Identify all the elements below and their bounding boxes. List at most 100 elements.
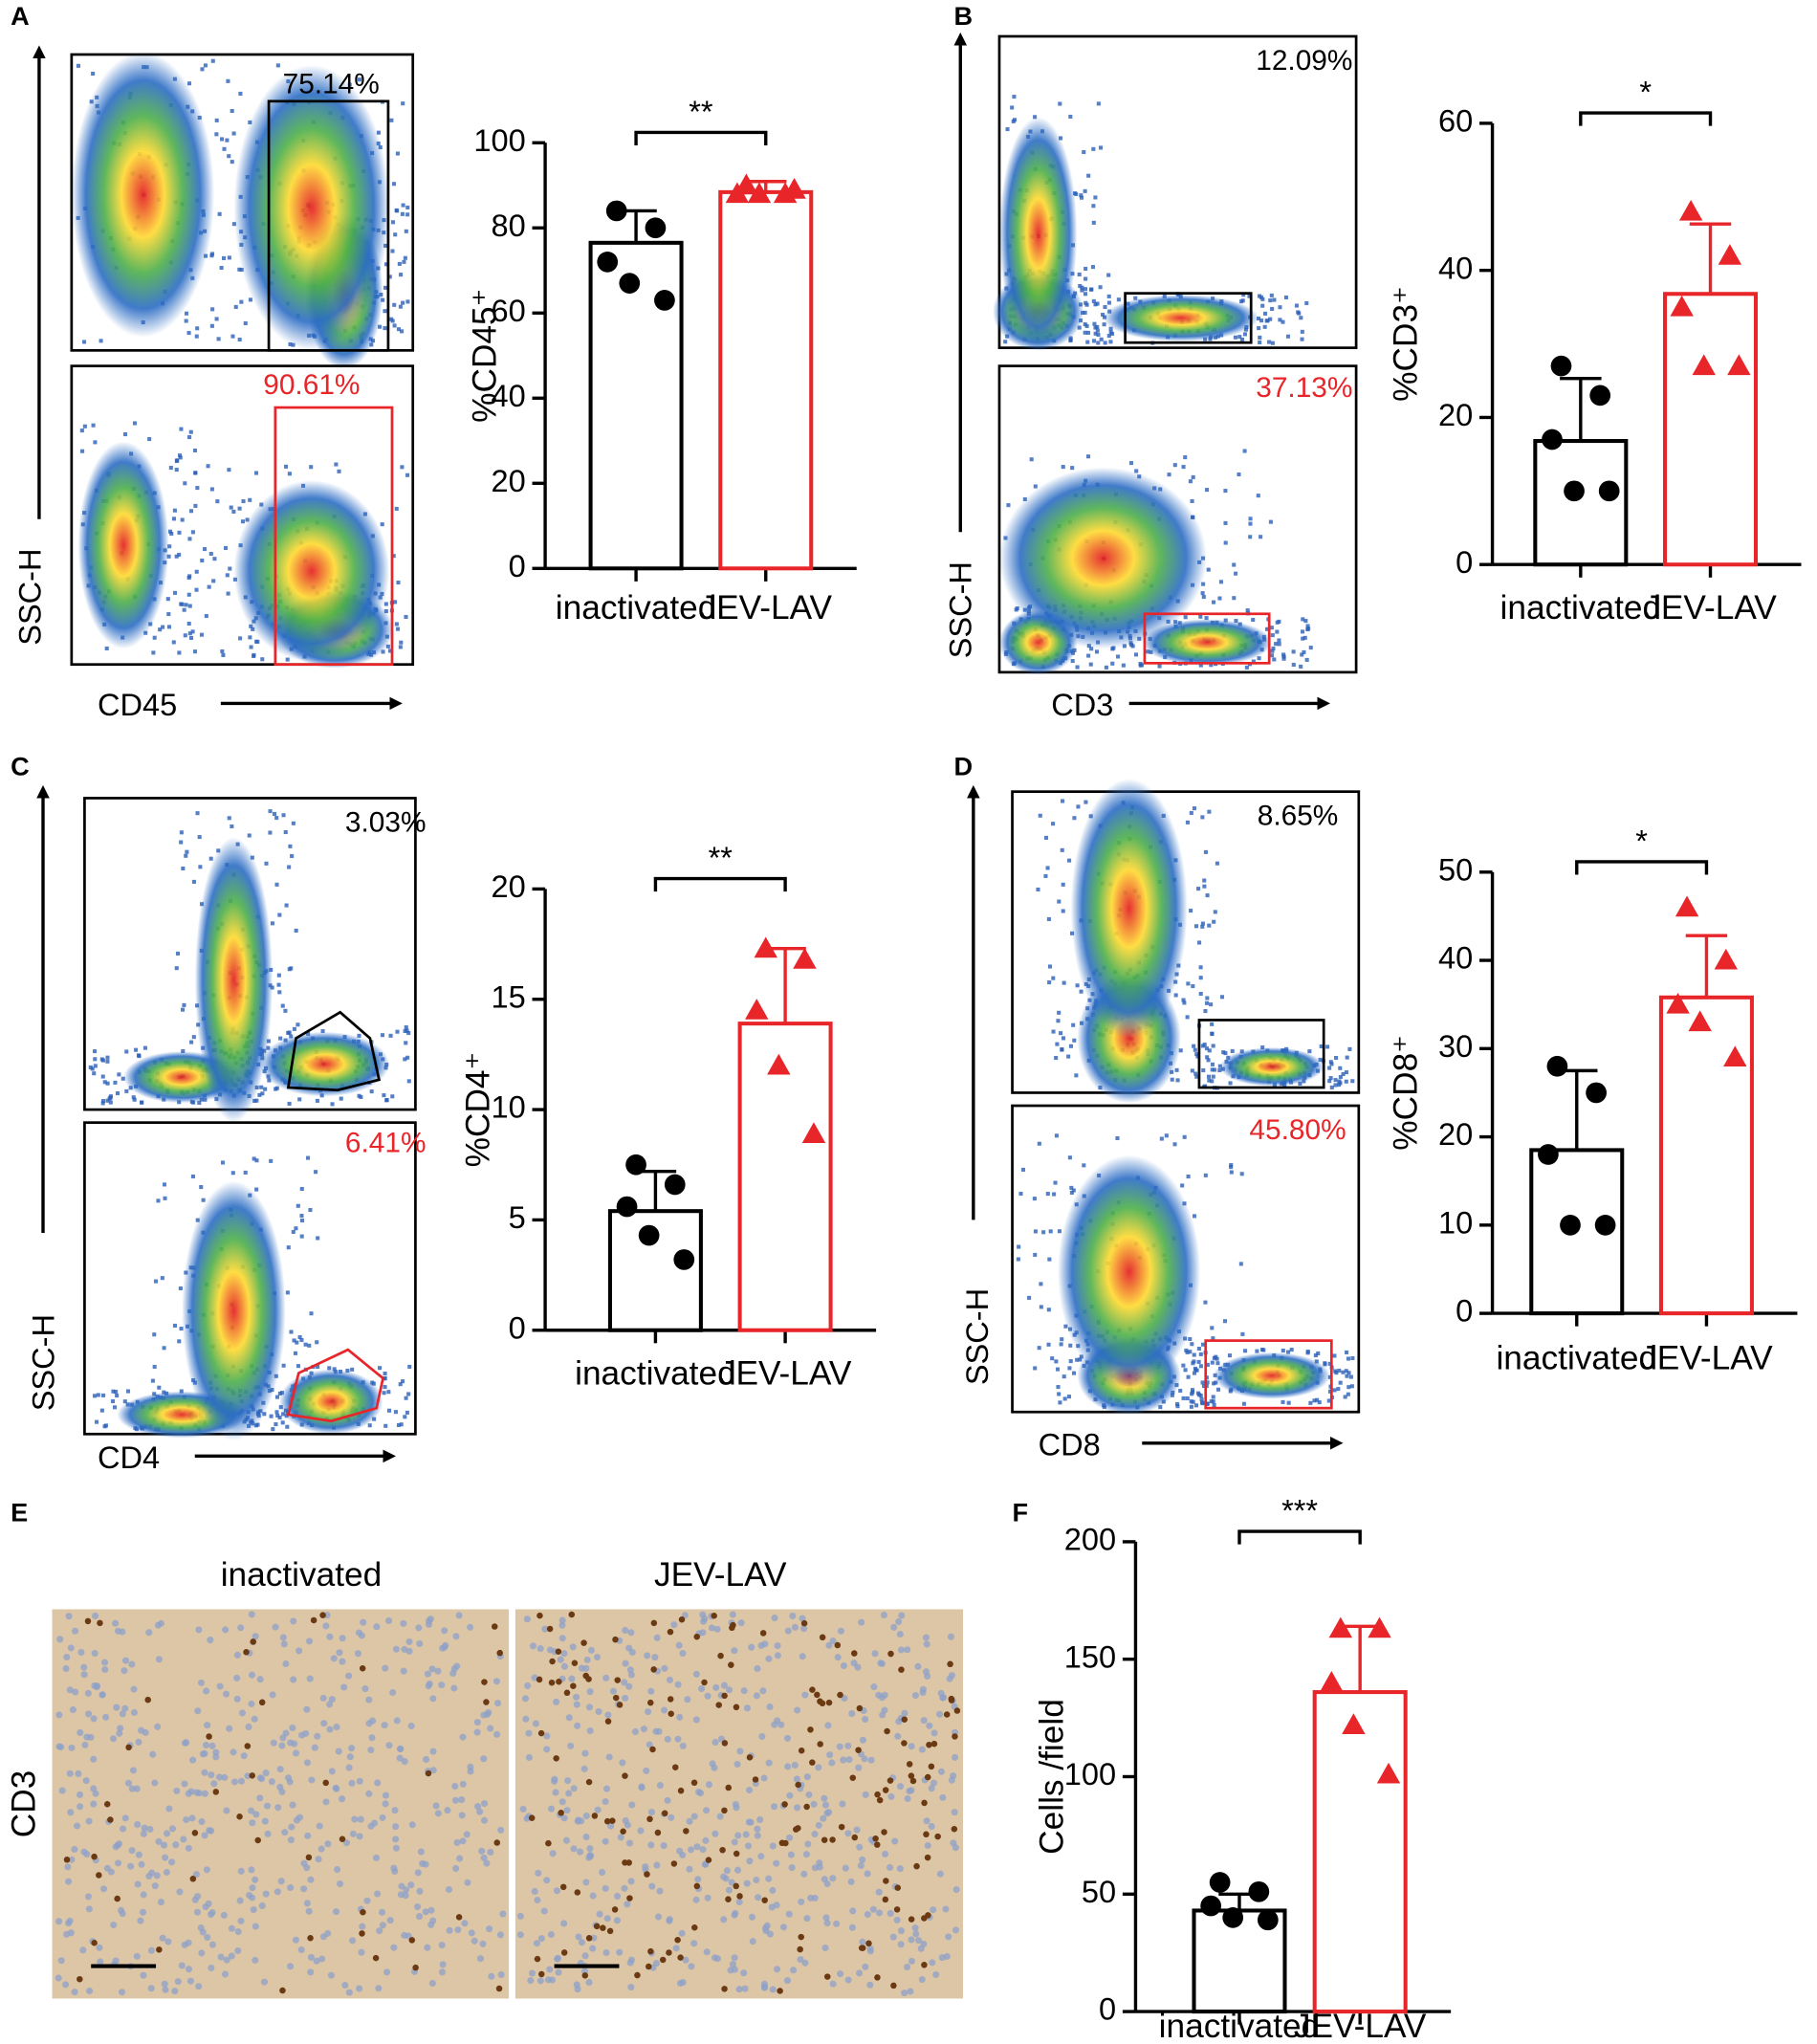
- nucleus: [674, 1681, 682, 1688]
- nucleus: [771, 1614, 778, 1621]
- event-dot: [401, 300, 405, 305]
- stained-cell: [926, 1741, 932, 1748]
- event-dot: [1338, 1074, 1343, 1080]
- nucleus: [303, 1705, 311, 1713]
- nucleus: [928, 1785, 935, 1792]
- event-dot: [91, 71, 96, 77]
- nucleus: [237, 1777, 245, 1785]
- stained-cell: [894, 1884, 902, 1891]
- data-point: [1586, 1082, 1607, 1104]
- y-axis-label: %CD45⁺: [466, 289, 503, 423]
- event-dot: [122, 432, 128, 437]
- event-dot: [1247, 294, 1252, 298]
- event-dot: [1312, 1398, 1317, 1403]
- nucleus: [628, 1801, 636, 1809]
- event-dot: [1069, 1185, 1074, 1190]
- nucleus: [356, 1985, 363, 1992]
- event-dot: [1258, 335, 1262, 340]
- nucleus: [400, 1619, 407, 1627]
- nucleus: [327, 1971, 335, 1979]
- nucleus: [359, 1923, 366, 1930]
- stained-cell: [559, 1883, 567, 1891]
- data-point: [1598, 480, 1620, 502]
- event-dot: [1259, 295, 1264, 299]
- nucleus: [237, 1917, 245, 1924]
- event-dot: [243, 320, 248, 326]
- event-dot: [1078, 283, 1083, 289]
- event-dot: [1058, 1400, 1062, 1405]
- event-dot: [1257, 656, 1261, 661]
- nucleus: [80, 1848, 88, 1856]
- nucleus: [375, 1985, 383, 1992]
- event-dot: [1191, 983, 1195, 989]
- panel-letter: E: [11, 1498, 28, 1528]
- density-blob: [71, 52, 215, 338]
- event-dot: [223, 545, 229, 550]
- event-dot: [151, 650, 156, 655]
- x-tick-label: JEV-LAV: [1644, 589, 1777, 626]
- nucleus: [268, 1778, 275, 1786]
- nucleus: [174, 1978, 182, 1986]
- event-dot: [327, 1366, 332, 1371]
- data-point: [1675, 895, 1699, 917]
- nucleus: [392, 1823, 400, 1831]
- event-dot: [230, 334, 235, 339]
- nucleus: [731, 1838, 738, 1846]
- nucleus: [628, 1648, 636, 1657]
- event-dot: [1083, 287, 1088, 292]
- event-dot: [272, 811, 277, 816]
- event-dot: [225, 138, 230, 143]
- event-dot: [1192, 1371, 1197, 1375]
- nucleus: [720, 1873, 728, 1880]
- event-dot: [1285, 334, 1291, 339]
- nucleus: [349, 1830, 357, 1837]
- event-dot: [1305, 626, 1310, 632]
- event-dot: [1307, 1049, 1312, 1054]
- nucleus: [173, 1787, 181, 1794]
- event-dot: [307, 1343, 312, 1348]
- nucleus: [875, 1888, 883, 1896]
- event-dot: [1281, 656, 1286, 661]
- event-dot: [108, 1100, 113, 1105]
- event-dot: [1218, 580, 1224, 584]
- event-dot: [1207, 923, 1212, 928]
- nucleus: [543, 1877, 551, 1884]
- stained-cell: [258, 1699, 266, 1706]
- stained-cell: [649, 1746, 656, 1753]
- event-dot: [1244, 665, 1249, 670]
- stained-cell: [650, 1666, 657, 1673]
- nucleus: [829, 1875, 837, 1882]
- data-point: [725, 182, 750, 204]
- nucleus: [569, 1643, 577, 1651]
- event-dot: [1251, 659, 1256, 664]
- event-dot: [185, 849, 189, 854]
- event-dot: [1086, 653, 1091, 658]
- event-dot: [292, 1026, 296, 1031]
- nucleus: [654, 1913, 662, 1921]
- nucleus: [754, 1832, 761, 1839]
- stained-cell: [797, 1945, 803, 1953]
- nucleus: [140, 1830, 147, 1837]
- nucleus: [837, 1627, 844, 1635]
- gate-percentage: 90.61%: [263, 369, 360, 401]
- stained-cell: [825, 1699, 833, 1706]
- stained-cell: [585, 1935, 593, 1942]
- event-dot: [1192, 1352, 1196, 1357]
- nucleus: [897, 1783, 905, 1791]
- nucleus: [523, 1615, 531, 1623]
- event-dot: [263, 1087, 268, 1091]
- nucleus: [779, 1923, 788, 1931]
- x-tick-label: inactivated: [556, 589, 717, 626]
- event-dot: [1251, 617, 1256, 623]
- nucleus: [638, 1784, 646, 1791]
- event-dot: [1205, 1362, 1210, 1367]
- nucleus: [289, 1801, 296, 1809]
- event-dot: [134, 1047, 139, 1052]
- nucleus: [68, 1856, 76, 1863]
- event-dot: [214, 118, 219, 122]
- stained-cell: [819, 1700, 826, 1707]
- event-dot: [157, 1385, 162, 1390]
- nucleus: [720, 1681, 728, 1689]
- event-dot: [398, 1382, 403, 1387]
- nucleus: [120, 1667, 128, 1675]
